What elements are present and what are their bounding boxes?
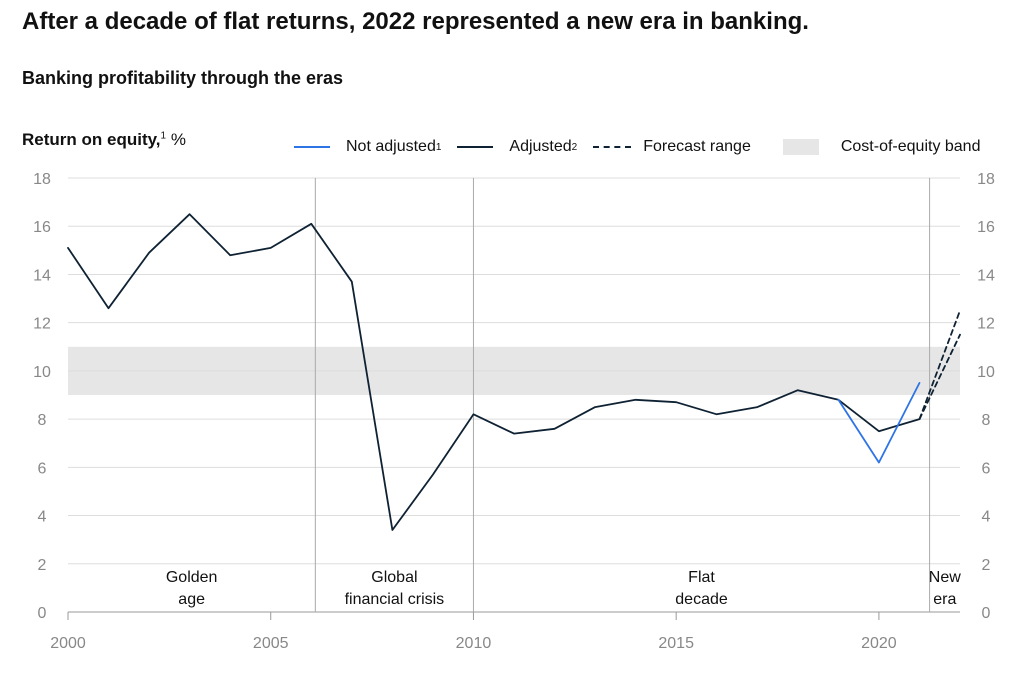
era-label-1-line-1: financial crisis [345, 591, 445, 608]
y-tick-label-left-2: 2 [38, 557, 47, 574]
y-tick-label-right-2: 2 [982, 557, 991, 574]
legend-label-not-adjusted: Not adjusted [346, 138, 436, 155]
y-axis-label-text: Return on equity, [22, 130, 161, 149]
y-tick-label-left-14: 14 [33, 267, 51, 284]
era-label-2-line-1: decade [675, 591, 728, 608]
y-tick-label-right-0: 0 [982, 605, 991, 622]
y-tick-label-right-14: 14 [977, 267, 995, 284]
legend-item-band: Cost-of-equity band [767, 138, 981, 156]
x-tick-label-2000: 2000 [50, 635, 86, 652]
series-line-forecast-range-3 [918, 333, 961, 421]
x-tick-label-2010: 2010 [456, 635, 492, 652]
x-tick-label-2015: 2015 [658, 635, 694, 652]
legend-sup-not-adjusted: 1 [435, 141, 442, 153]
chart-subtitle: Banking profitability through the eras [22, 68, 344, 88]
legend-label-forecast: Forecast range [643, 138, 751, 155]
y-tick-label-right-8: 8 [982, 412, 991, 429]
y-axis-label-unit: % [170, 130, 186, 149]
y-tick-label-left-0: 0 [38, 605, 47, 622]
era-label-0-line-1: age [178, 591, 205, 608]
era-label-3-line-0: New [929, 569, 961, 586]
y-tick-label-left-16: 16 [33, 219, 51, 236]
chart-title: After a decade of flat returns, 2022 rep… [22, 8, 809, 35]
y-tick-label-left-6: 6 [38, 460, 47, 477]
y-tick-label-left-10: 10 [33, 364, 51, 381]
legend-item-adjusted: Adjusted 2 [457, 138, 577, 156]
y-tick-label-right-18: 18 [977, 171, 995, 188]
y-tick-label-right-12: 12 [977, 316, 995, 333]
era-label-3-line-1: era [933, 591, 956, 608]
y-axis-label-footnote: 1 [160, 130, 167, 142]
y-tick-label-right-10: 10 [977, 364, 995, 381]
legend: Not adjusted 1 Adjusted 2 Forecast range C… [294, 138, 996, 156]
series-line-adjusted-0 [67, 213, 921, 531]
era-label-0-line-0: Golden [166, 569, 218, 586]
y-tick-label-left-4: 4 [38, 509, 47, 526]
y-tick-label-left-12: 12 [33, 316, 51, 333]
legend-label-adjusted: Adjusted [509, 138, 572, 155]
y-tick-label-right-16: 16 [977, 219, 995, 236]
x-tick-label-2020: 2020 [861, 635, 897, 652]
legend-swatch-band [782, 139, 819, 155]
legend-item-forecast: Forecast range [593, 138, 751, 156]
x-tick-label-2005: 2005 [253, 635, 289, 652]
legend-item-not-adjusted: Not adjusted 1 [294, 138, 441, 156]
y-tick-label-right-6: 6 [982, 460, 991, 477]
legend-label-band: Cost-of-equity band [840, 138, 981, 155]
y-tick-label-left-8: 8 [38, 412, 47, 429]
era-label-1-line-0: Global [371, 569, 417, 586]
legend-swatch-adjusted [457, 146, 494, 148]
y-tick-label-right-4: 4 [982, 509, 991, 526]
y-axis-label: Return on equity,1 % [22, 130, 186, 150]
y-tick-label-left-18: 18 [33, 171, 51, 188]
legend-sup-adjusted: 2 [571, 141, 578, 153]
series-line-not-adjusted-1 [837, 381, 921, 464]
series-line-forecast-range-2 [918, 309, 961, 421]
legend-swatch-forecast [593, 146, 632, 148]
legend-swatch-not-adjusted [294, 146, 330, 148]
era-label-2-line-0: Flat [688, 569, 715, 586]
